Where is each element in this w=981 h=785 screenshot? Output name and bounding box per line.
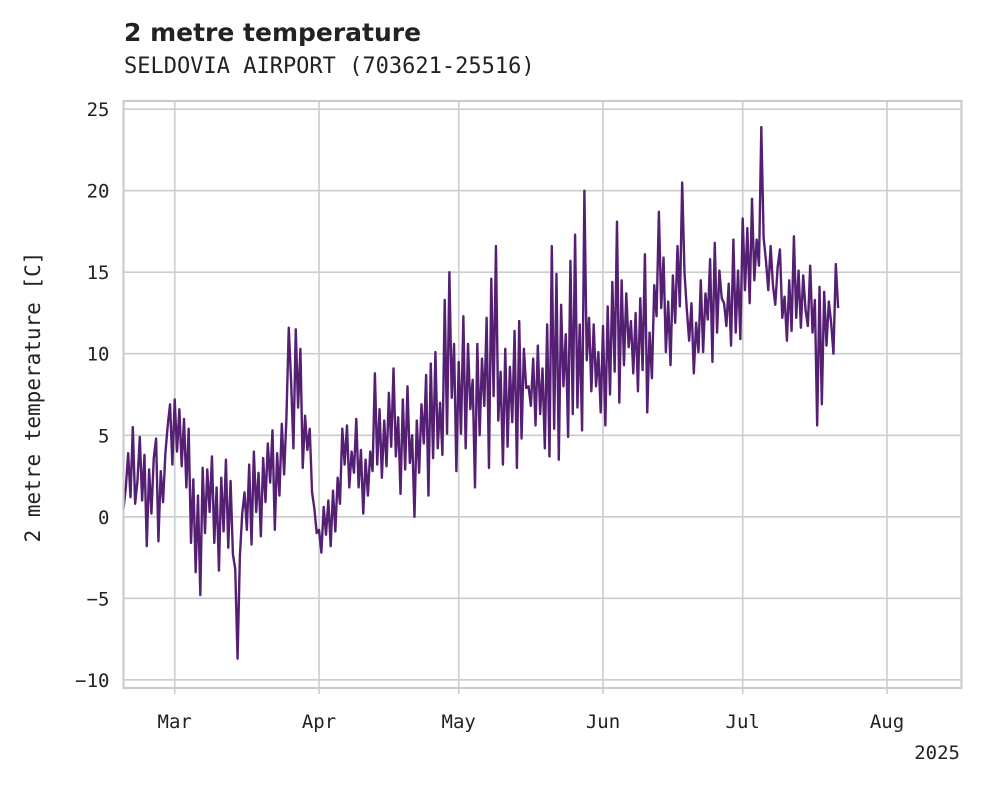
plot-frame [122,99,963,690]
chart-title: 2 metre temperature [124,18,421,47]
temperature-series-line [122,125,840,660]
x-tick-label: Jul [726,711,760,733]
series-layer [122,125,840,660]
x-tick-label: Apr [302,711,336,733]
y-tick-label: 5 [98,425,109,447]
x-tick-label: Aug [870,711,904,733]
x-tick-label: Jun [586,711,620,733]
y-tick-label: 25 [87,99,110,121]
y-tick-label: 10 [87,344,110,366]
y-tick-label: −5 [87,588,110,610]
x-year-label: 2025 [914,742,960,764]
y-tick-label: −10 [75,670,109,692]
y-tick-label: 20 [87,181,110,203]
y-tick-label: 0 [98,507,109,529]
x-tick-label: Mar [158,711,192,733]
y-tick-labels: −10 −5 0 5 10 15 20 25 [75,99,109,692]
y-axis-label: 2 metre temperature [C] [21,252,45,543]
x-tick-label: May [442,711,476,733]
y-tick-label: 15 [87,262,110,284]
chart-subtitle: SELDOVIA AIRPORT (703621-25516) [124,54,535,79]
x-tick-labels: Mar Apr May Jun Jul Aug [158,711,905,733]
